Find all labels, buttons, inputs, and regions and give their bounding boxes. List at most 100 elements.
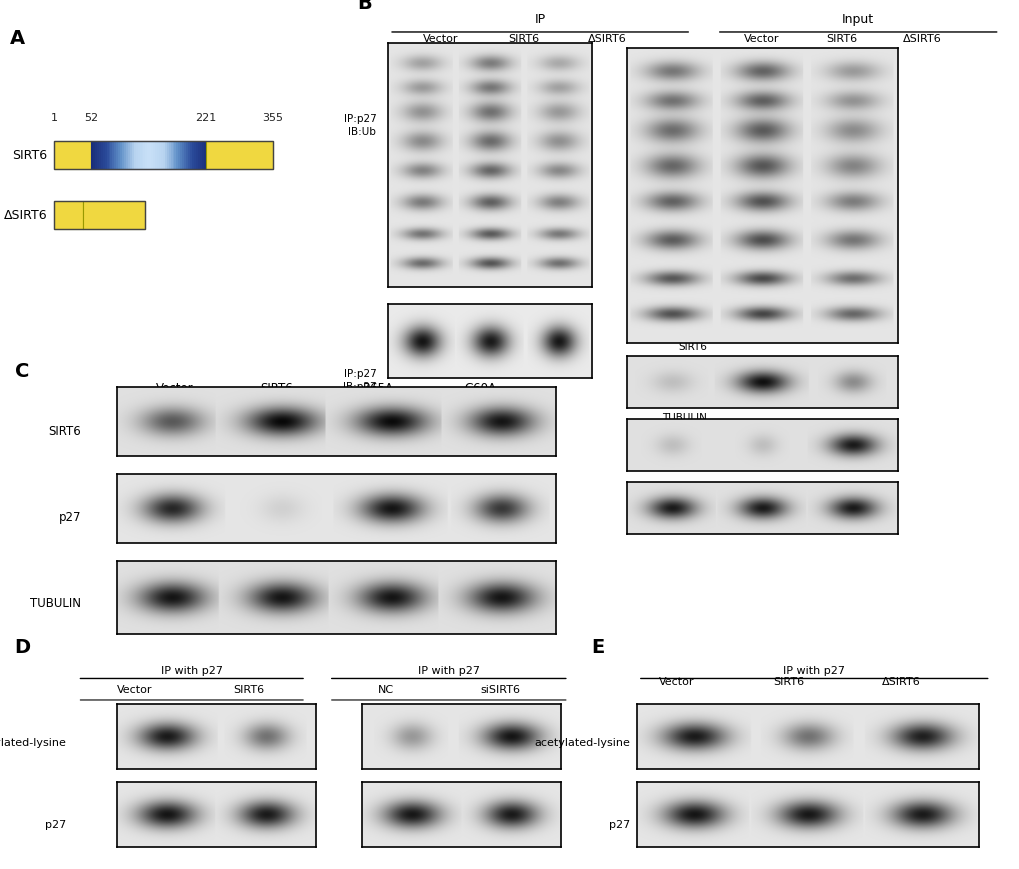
- Text: 355: 355: [262, 113, 283, 123]
- Bar: [157, 142, 159, 169]
- Bar: [93, 142, 95, 169]
- Text: SIRT6: SIRT6: [233, 685, 264, 695]
- Bar: [116, 142, 118, 169]
- Bar: [146, 142, 148, 169]
- Bar: [204, 142, 206, 169]
- Text: acetylated-lysine: acetylated-lysine: [534, 738, 630, 748]
- Bar: [194, 142, 196, 169]
- Bar: [187, 142, 191, 169]
- Bar: [127, 142, 130, 169]
- Bar: [196, 142, 198, 169]
- Text: SIRT6: SIRT6: [825, 35, 857, 44]
- Bar: [206, 142, 273, 169]
- Text: ΔSIRT6: ΔSIRT6: [671, 375, 706, 385]
- Text: E: E: [591, 638, 604, 657]
- Text: p27: p27: [608, 820, 630, 830]
- Bar: [142, 142, 144, 169]
- Text: SIRT6: SIRT6: [678, 342, 706, 352]
- Bar: [54, 142, 91, 169]
- Text: 221: 221: [195, 113, 216, 123]
- Text: Vector: Vector: [658, 677, 694, 687]
- Text: IP with p27: IP with p27: [783, 666, 845, 675]
- Text: Vector: Vector: [117, 685, 152, 695]
- Bar: [138, 142, 140, 169]
- Text: TUBULIN: TUBULIN: [30, 597, 81, 609]
- Text: acetylated-lysine: acetylated-lysine: [0, 738, 66, 748]
- Bar: [202, 142, 204, 169]
- Text: IP:p27
IB:Ub: IP:p27 IB:Ub: [343, 114, 376, 137]
- Text: IP with p27: IP with p27: [418, 666, 479, 675]
- Text: siSIRT6: siSIRT6: [480, 685, 520, 695]
- Bar: [153, 142, 155, 169]
- Bar: [140, 142, 142, 169]
- Bar: [170, 142, 172, 169]
- Text: TUBULIN: TUBULIN: [661, 413, 706, 423]
- Bar: [126, 142, 128, 169]
- Bar: [174, 142, 176, 169]
- Bar: [83, 202, 145, 229]
- Bar: [206, 142, 208, 169]
- Bar: [120, 142, 122, 169]
- Bar: [155, 142, 157, 169]
- Text: 52: 52: [84, 113, 98, 123]
- Bar: [161, 142, 163, 169]
- Bar: [124, 142, 126, 169]
- Text: NC: NC: [377, 685, 393, 695]
- Text: p27: p27: [58, 511, 81, 523]
- Text: A: A: [10, 30, 25, 49]
- Bar: [129, 142, 132, 169]
- Bar: [192, 142, 194, 169]
- Text: SIRT6: SIRT6: [260, 381, 292, 395]
- Bar: [54, 202, 83, 229]
- Bar: [180, 142, 182, 169]
- Text: Input: Input: [842, 13, 873, 26]
- Bar: [144, 142, 146, 169]
- Text: B: B: [357, 0, 371, 13]
- Bar: [133, 142, 136, 169]
- Bar: [166, 142, 169, 169]
- Bar: [54, 202, 145, 229]
- Bar: [122, 142, 124, 169]
- Bar: [147, 142, 150, 169]
- Text: IP:p27
IB:p27: IP:p27 IB:p27: [342, 368, 376, 392]
- Bar: [198, 142, 200, 169]
- Text: Ub: Ub: [692, 121, 706, 131]
- Bar: [110, 142, 113, 169]
- Text: G60A: G60A: [464, 381, 496, 395]
- Bar: [178, 142, 180, 169]
- Text: R65A: R65A: [363, 381, 393, 395]
- Text: D: D: [14, 638, 31, 657]
- Bar: [165, 142, 167, 169]
- Bar: [172, 142, 174, 169]
- Text: ΔSIRT6: ΔSIRT6: [881, 677, 920, 687]
- Bar: [163, 142, 165, 169]
- Text: IP with p27: IP with p27: [161, 666, 222, 675]
- Bar: [131, 142, 133, 169]
- Bar: [190, 142, 192, 169]
- Bar: [114, 142, 116, 169]
- Bar: [136, 142, 138, 169]
- Bar: [159, 142, 161, 169]
- Bar: [101, 142, 103, 169]
- Bar: [54, 142, 273, 169]
- Text: Vector: Vector: [743, 35, 779, 44]
- Bar: [105, 142, 107, 169]
- Bar: [118, 142, 120, 169]
- Bar: [103, 142, 105, 169]
- Text: Vector: Vector: [156, 381, 194, 395]
- Bar: [97, 142, 99, 169]
- Bar: [149, 142, 152, 169]
- Text: ΔSIRT6: ΔSIRT6: [588, 35, 627, 44]
- Text: SIRT6: SIRT6: [508, 35, 539, 44]
- Bar: [168, 142, 171, 169]
- Bar: [200, 142, 202, 169]
- Bar: [95, 142, 97, 169]
- Text: 1: 1: [51, 113, 57, 123]
- Bar: [108, 142, 111, 169]
- Text: SIRT6: SIRT6: [772, 677, 804, 687]
- Bar: [107, 142, 109, 169]
- Bar: [112, 142, 114, 169]
- Bar: [91, 142, 94, 169]
- Bar: [151, 142, 153, 169]
- Text: ΔSIRT6: ΔSIRT6: [902, 35, 941, 44]
